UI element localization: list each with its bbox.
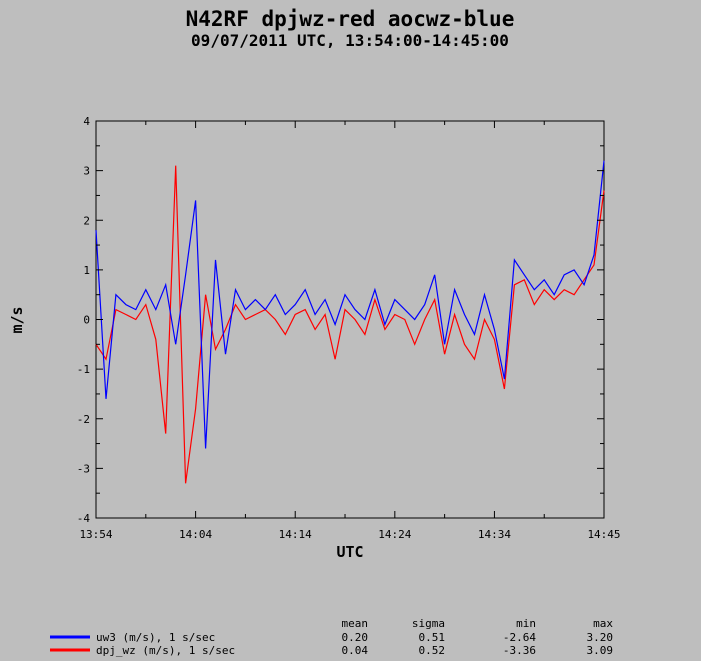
y-tick-label: -3 (77, 462, 90, 475)
stats-header: sigma (412, 617, 445, 630)
y-tick-label: 1 (83, 264, 90, 277)
stat-value-mean: 0.04 (342, 644, 369, 657)
series-line-0 (95, 160, 605, 449)
stat-value-max: 3.20 (587, 631, 614, 644)
y-tick-label: 4 (83, 115, 90, 128)
chart-title: N42RF dpjwz-red aocwz-blue (186, 7, 515, 31)
x-tick-label: 14:34 (478, 528, 511, 541)
x-tick-label: 13:54 (79, 528, 112, 541)
y-tick-label: -2 (77, 413, 90, 426)
x-axis-label: UTC (336, 543, 363, 561)
plot-area (95, 120, 605, 519)
y-tick-label: 2 (83, 214, 90, 227)
ticks-group: 4 3 2 1 0 -1 -2 -3 -4 13:54 14:04 14:14 14:24 14:34 14… (77, 115, 621, 541)
stats-header: mean (342, 617, 369, 630)
y-tick-label: -4 (77, 512, 91, 525)
y-tick-label: -1 (77, 363, 90, 376)
stat-value-min: -3.36 (503, 644, 536, 657)
y-axis-label: m/s (8, 306, 26, 333)
x-tick-label: 14:14 (279, 528, 312, 541)
x-tick-label: 14:24 (378, 528, 411, 541)
stats-header: max (593, 617, 613, 630)
y-tick-label: 3 (83, 165, 90, 178)
series-group (95, 160, 605, 484)
y-tick-label: 0 (83, 314, 90, 327)
legend-entry: uw3 (m/s), 1 s/sec (96, 631, 215, 644)
x-tick-label: 14:04 (179, 528, 212, 541)
stats-header: min (516, 617, 536, 630)
stat-value-mean: 0.20 (342, 631, 369, 644)
stat-value-sigma: 0.51 (419, 631, 446, 644)
stat-value-sigma: 0.52 (419, 644, 446, 657)
legend-entry: dpj_wz (m/s), 1 s/sec (96, 644, 235, 657)
chart-subtitle: 09/07/2011 UTC, 13:54:00-14:45:00 (191, 31, 509, 50)
plot-frame (95, 120, 605, 519)
x-tick-label: 14:45 (587, 528, 620, 541)
series-line-1 (95, 165, 605, 484)
stat-value-max: 3.09 (587, 644, 614, 657)
legend: mean sigma min max uw3 (m/s), 1 s/sec 0.20 0.5… (50, 617, 613, 657)
stat-value-min: -2.64 (503, 631, 536, 644)
